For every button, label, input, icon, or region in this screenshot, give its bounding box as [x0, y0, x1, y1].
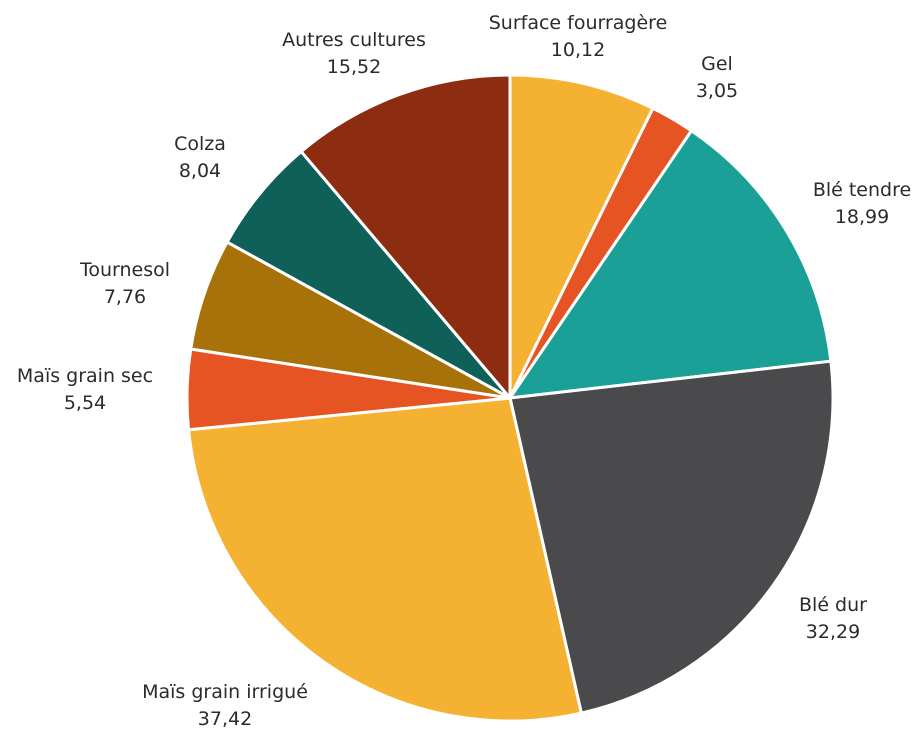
- slice-value-1: 10,12: [551, 39, 605, 61]
- slice-label-2: Gel: [701, 53, 733, 75]
- pie-slice-4: [508, 359, 835, 715]
- slice-value-8: 8,04: [179, 160, 221, 182]
- pie-slice-1: [508, 73, 655, 400]
- slice-value-5: 37,42: [198, 708, 252, 729]
- pie-slice-3: [508, 129, 833, 400]
- slice-label-3: Blé tendre: [813, 179, 911, 201]
- slice-label-1: Surface fourragère: [489, 12, 668, 34]
- slice-label-5: Maïs grain irrigué: [142, 681, 308, 703]
- pie-slice-9: [299, 73, 512, 400]
- slice-value-3: 18,99: [835, 206, 889, 228]
- slice-label-6: Maïs grain sec: [17, 365, 153, 387]
- slice-label-8: Colza: [174, 133, 226, 155]
- pie-labels: Surface fourragère 10,12 Gel 3,05 Blé tendre…: [17, 12, 911, 729]
- slice-label-7: Tournesol: [79, 259, 170, 281]
- slice-label-9: Autres cultures: [282, 29, 426, 51]
- slice-value-6: 5,54: [64, 392, 106, 414]
- slice-value-7: 7,76: [104, 286, 146, 308]
- pie-slice-5: [187, 396, 583, 723]
- slice-value-9: 15,52: [327, 56, 381, 78]
- pie-slices: [185, 73, 835, 723]
- slice-value-2: 3,05: [696, 80, 738, 102]
- slice-value-4: 32,29: [806, 621, 860, 643]
- slice-label-4: Blé dur: [799, 594, 867, 616]
